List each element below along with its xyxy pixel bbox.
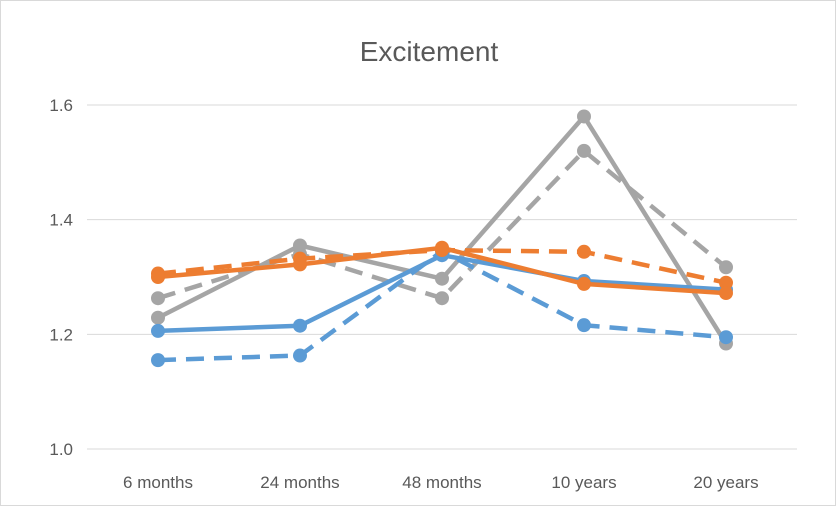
y-tick-label: 1.6 [49,96,73,115]
y-tick-label: 1.0 [49,440,73,459]
data-point [577,276,591,291]
x-tick-label: 6 months [123,473,193,492]
data-point [577,143,591,158]
data-point [293,257,307,272]
series-line [156,114,728,345]
y-axis-tick-labels: 1.0 1.2 1.4 1.6 [49,96,73,459]
data-point [151,323,165,338]
y-tick-label: 1.4 [49,211,73,230]
x-tick-label: 48 months [402,473,481,492]
series-line-group [151,240,733,301]
series-line-group [151,244,733,368]
data-point [293,318,307,333]
data-point [151,353,165,368]
data-point [151,291,165,306]
x-tick-label: 20 years [693,473,758,492]
data-point [577,318,591,333]
data-point [293,348,307,363]
data-point [151,310,165,325]
chart-title: Excitement [360,36,499,67]
data-series [151,109,733,368]
y-tick-label: 1.2 [49,325,73,344]
data-point [435,240,449,255]
data-point [719,260,733,275]
data-point [577,244,591,259]
data-point [293,238,307,253]
data-point [151,270,165,284]
x-tick-label: 10 years [551,473,616,492]
data-point [719,275,733,290]
series-line-group [151,109,733,351]
x-tick-label: 24 months [260,473,339,492]
data-point [577,109,591,124]
data-point [719,286,733,301]
data-point [435,271,449,286]
data-point [435,291,449,306]
x-axis-tick-labels: 6 months 24 months 48 months 10 years 20 yea… [123,473,759,492]
data-point [719,330,733,345]
